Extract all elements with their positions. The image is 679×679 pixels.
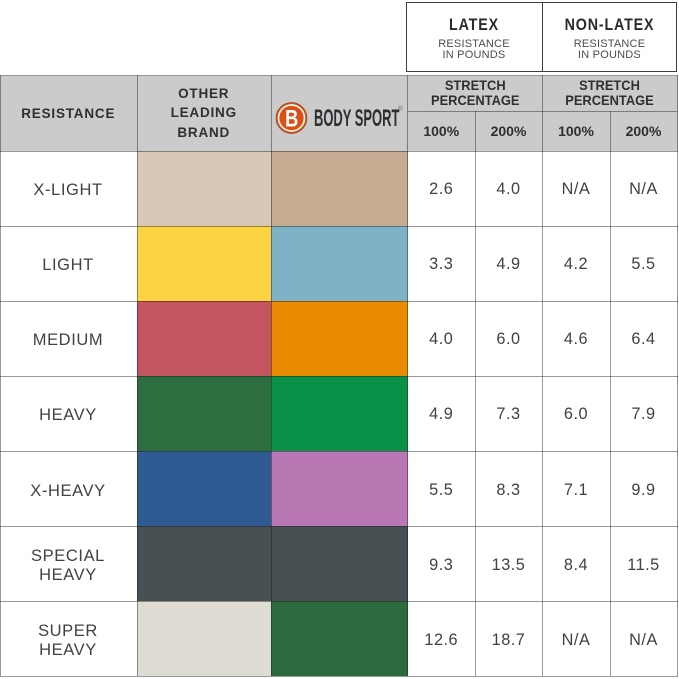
svg-text:BODY SPORT: BODY SPORT <box>314 105 400 131</box>
svg-text:B: B <box>285 105 298 132</box>
svg-text:®: ® <box>398 104 403 112</box>
